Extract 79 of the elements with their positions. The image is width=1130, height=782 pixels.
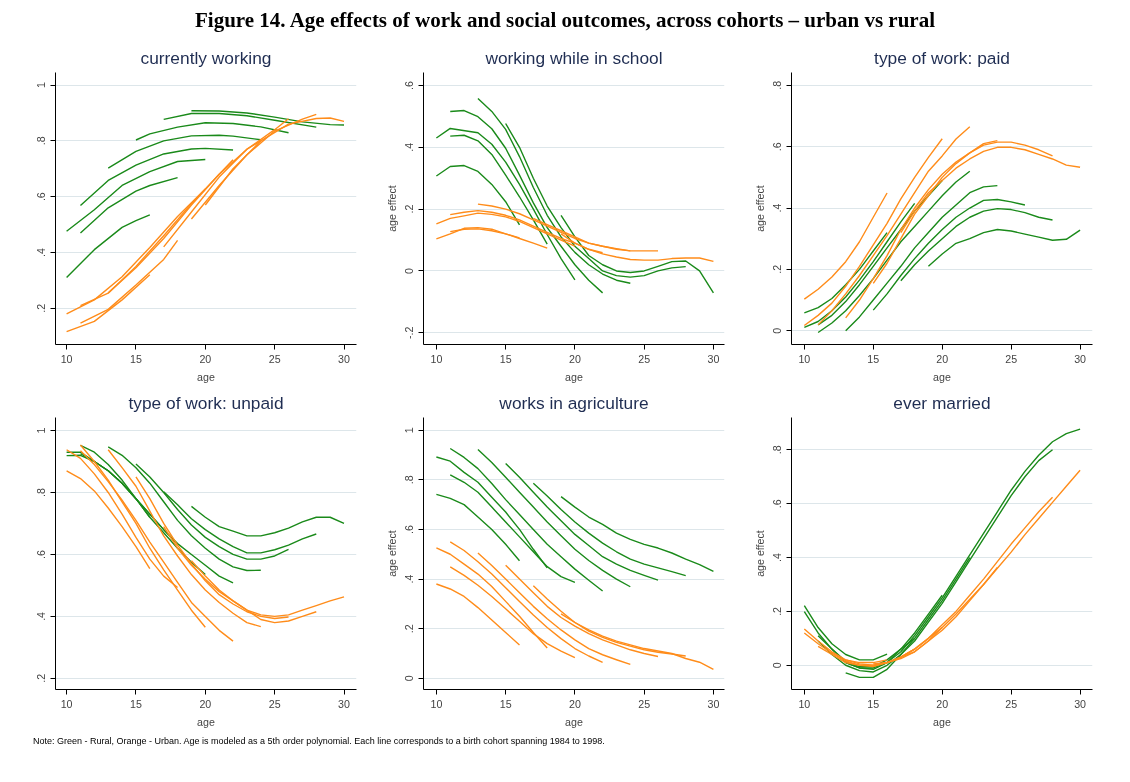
x-tick-label: 20 [936,352,949,365]
x-tick-label: 20 [568,697,581,710]
x-tick-label: 20 [199,697,212,710]
y-axis-title: age effect [753,185,766,232]
y-tick-label: .6 [771,499,784,509]
x-tick-label: 25 [1005,352,1018,365]
x-tick-label: 30 [707,697,720,710]
y-tick-label: 1 [35,82,48,89]
y-tick-label: 1 [35,427,48,434]
y-tick-label: .8 [35,487,48,497]
y-tick-label: .8 [403,475,416,485]
chart-title: currently working [140,47,272,68]
x-tick-label: 30 [707,352,720,365]
x-tick-label: 30 [338,352,351,365]
x-tick-label: 10 [60,697,73,710]
chart-title: working while in school [484,47,663,68]
x-tick-label: 25 [638,697,651,710]
x-tick-label: 15 [499,352,512,365]
x-axis-title: age [933,370,951,383]
y-tick-label: .6 [771,142,784,152]
y-tick-label: .4 [35,611,48,621]
chart-title: type of work: paid [874,47,1010,68]
y-tick-label: .4 [771,553,784,562]
y-tick-label: 1 [403,427,416,434]
x-axis-title: age [565,370,583,383]
y-tick-label: .2 [403,204,416,214]
y-tick-label: .8 [771,445,784,455]
y-tick-label: .2 [35,303,48,313]
y-tick-label: 0 [403,675,416,682]
y-tick-label: .6 [403,524,416,534]
x-axis-title: age [565,715,583,728]
y-tick-label: .2 [35,673,48,683]
x-tick-label: 20 [568,352,581,365]
x-tick-label: 15 [130,697,142,710]
x-tick-label: 10 [60,352,73,365]
y-tick-label: .2 [403,624,416,634]
x-axis-title: age [933,715,951,728]
y-tick-label: .4 [403,574,416,584]
chart-title: type of work: unpaid [128,392,284,413]
text: Note: Green - Rural, Orange - Urban. Age is modeled as a 5th order polynomial. Each line corresponds to a birth cohort spanning 1984 to 1998. [33,735,605,748]
x-tick-label: 10 [798,352,811,365]
x-tick-label: 30 [338,697,351,710]
y-tick-label: .6 [35,549,48,559]
y-tick-label: .2 [771,606,784,616]
x-tick-label: 30 [1074,352,1087,365]
y-tick-label: 0 [403,267,416,274]
x-tick-label: 15 [499,697,512,710]
chart-title: ever married [893,392,991,413]
x-tick-label: 25 [268,352,281,365]
y-tick-label: .4 [403,142,416,152]
x-tick-label: 20 [936,697,949,710]
x-tick-label: 30 [1074,697,1087,710]
x-tick-label: 25 [638,352,651,365]
y-tick-label: 0 [771,327,784,334]
x-tick-label: 15 [867,352,880,365]
x-tick-label: 10 [798,697,811,710]
y-tick-label: .4 [771,203,784,213]
x-tick-label: 25 [268,697,281,710]
x-tick-label: 25 [1005,697,1018,710]
x-axis-title: age [197,715,215,728]
y-tick-label: .6 [403,80,416,90]
x-tick-label: 20 [199,352,212,365]
y-tick-label: .6 [35,192,48,202]
x-axis-title: age [197,370,215,383]
text: Figure 14. Age effects of work and social outcomes, across cohorts – urban vs rural [195,7,935,34]
y-axis-title: age effect [385,530,398,577]
x-tick-label: 10 [430,352,443,365]
y-tick-label: .4 [35,247,48,257]
y-tick-label: 0 [771,662,784,669]
y-tick-label: .2 [771,264,784,274]
y-tick-label: -.2 [403,326,416,339]
chart-title: works in agriculture [498,392,649,413]
y-axis-title: age effect [385,185,398,232]
y-tick-label: .8 [771,80,784,90]
x-tick-label: 10 [430,697,443,710]
x-tick-label: 15 [130,352,142,365]
y-axis-title: age effect [753,530,766,577]
x-tick-label: 15 [867,697,880,710]
y-tick-label: .8 [35,136,48,146]
